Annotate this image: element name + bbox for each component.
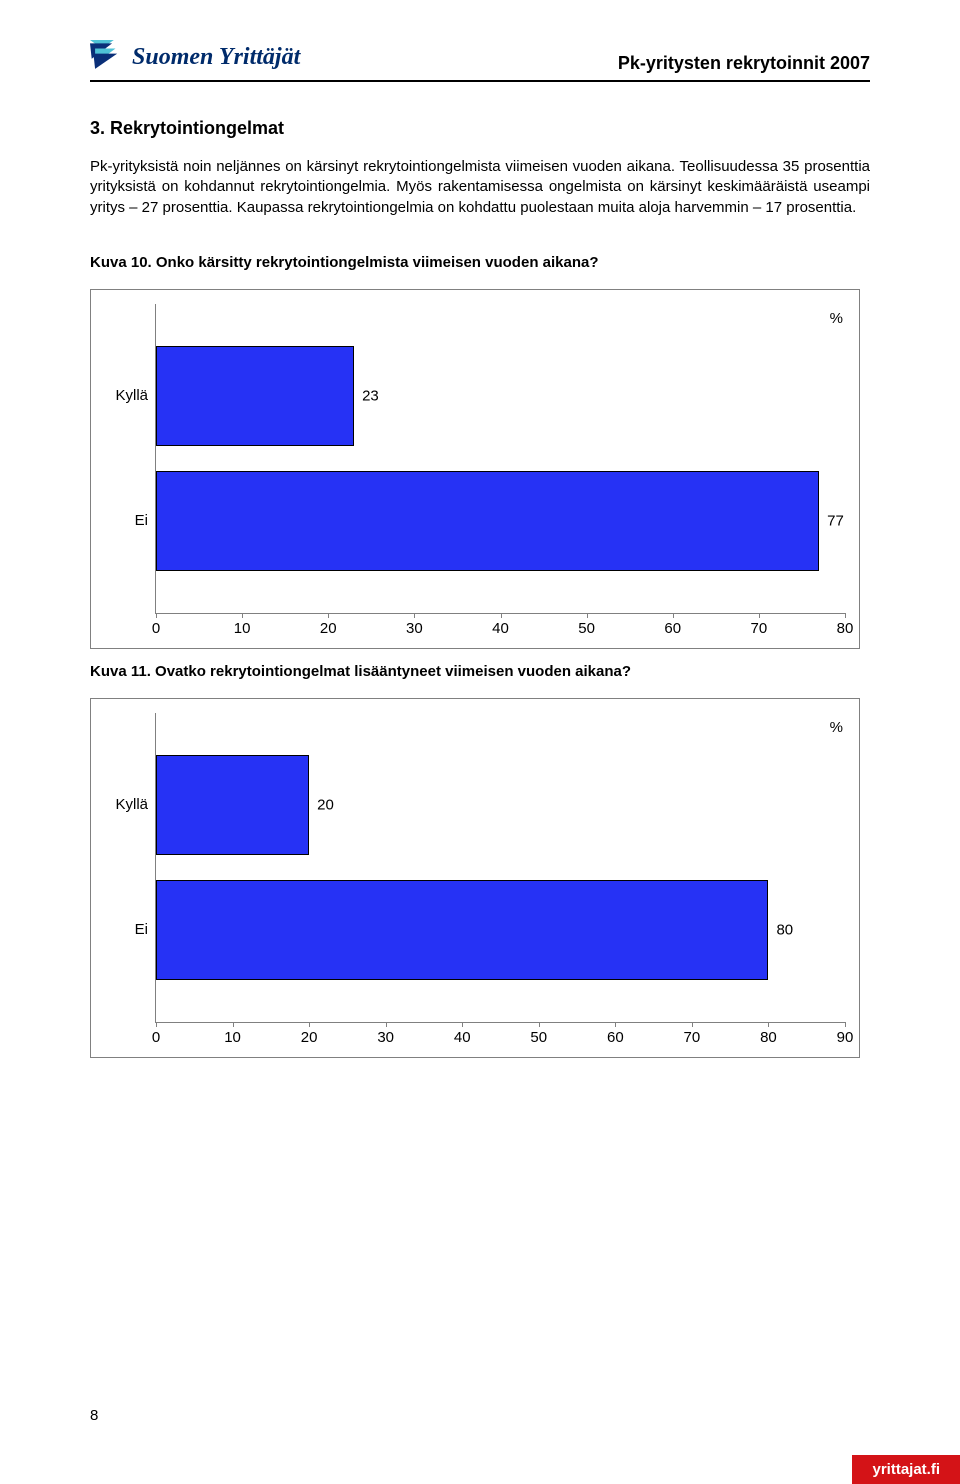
x-tick-mark [845, 613, 846, 618]
x-tick-mark [156, 613, 157, 618]
category-label: Ei [96, 921, 148, 938]
x-tick-label: 20 [301, 1029, 318, 1046]
x-tick-mark [414, 613, 415, 618]
x-tick-label: 0 [152, 1029, 160, 1046]
x-tick-label: 80 [760, 1029, 777, 1046]
x-tick-label: 0 [152, 620, 160, 637]
x-tick-mark [759, 613, 760, 618]
x-tick-label: 50 [530, 1029, 547, 1046]
logo-icon [90, 40, 124, 74]
x-tick-mark [673, 613, 674, 618]
category-label: Ei [96, 512, 148, 529]
bar-value-label: 77 [827, 512, 844, 529]
x-tick-mark [309, 1022, 310, 1027]
page-number: 8 [90, 1407, 98, 1424]
x-tick-label: 20 [320, 620, 337, 637]
x-tick-label: 50 [578, 620, 595, 637]
x-tick-mark [328, 613, 329, 618]
bar-value-label: 23 [362, 388, 379, 405]
logo-text: Suomen Yrittäjät [132, 44, 300, 71]
percent-label: % [830, 719, 843, 736]
chart10-caption: Kuva 10. Onko kärsitty rekrytointiongelm… [90, 254, 870, 271]
x-tick-mark [587, 613, 588, 618]
chart-bar [156, 346, 354, 446]
x-tick-label: 40 [454, 1029, 471, 1046]
x-tick-mark [845, 1022, 846, 1027]
x-tick-label: 60 [607, 1029, 624, 1046]
x-tick-mark [539, 1022, 540, 1027]
x-tick-mark [768, 1022, 769, 1027]
x-tick-mark [501, 613, 502, 618]
logo: Suomen Yrittäjät [90, 40, 300, 74]
chart11-caption: Kuva 11. Ovatko rekrytointiongelmat lisä… [90, 663, 870, 680]
percent-label: % [830, 310, 843, 327]
x-tick-mark [692, 1022, 693, 1027]
x-tick-mark [242, 613, 243, 618]
doc-title: Pk-yritysten rekrytoinnit 2007 [618, 53, 870, 74]
chart-bar [156, 755, 309, 855]
chart10-plot: % 0102030405060708023Kyllä77Ei [155, 304, 845, 614]
x-tick-label: 70 [751, 620, 768, 637]
x-tick-label: 10 [224, 1029, 241, 1046]
chart-bar [156, 471, 819, 571]
category-label: Kyllä [96, 796, 148, 813]
bar-value-label: 20 [317, 797, 334, 814]
x-tick-label: 30 [377, 1029, 394, 1046]
section-heading: 3. Rekrytointiongelmat [90, 118, 870, 139]
x-tick-label: 30 [406, 620, 423, 637]
x-tick-label: 60 [664, 620, 681, 637]
chart10: % 0 10 20 30 40 50 60 70 80 23 Kyllä 77 Ei [90, 289, 860, 649]
bar-value-label: 80 [776, 921, 793, 938]
x-tick-mark [233, 1022, 234, 1027]
x-tick-mark [462, 1022, 463, 1027]
x-tick-label: 70 [684, 1029, 701, 1046]
x-tick-label: 90 [837, 1029, 854, 1046]
x-tick-label: 40 [492, 620, 509, 637]
chart11-plot: % 010203040506070809020Kyllä80Ei [155, 713, 845, 1023]
x-tick-mark [156, 1022, 157, 1027]
x-tick-mark [615, 1022, 616, 1027]
x-tick-label: 80 [837, 620, 854, 637]
header: Suomen Yrittäjät Pk-yritysten rekrytoinn… [90, 40, 870, 82]
x-tick-mark [386, 1022, 387, 1027]
x-tick-label: 10 [234, 620, 251, 637]
category-label: Kyllä [96, 387, 148, 404]
chart11: % 0 10 20 30 40 50 60 70 80 90 20 Kyllä 80 Ei [90, 698, 860, 1058]
section-body: Pk-yrityksistä noin neljännes on kärsiny… [90, 157, 870, 218]
chart-bar [156, 880, 768, 980]
footer-site-badge: yrittajat.fi [852, 1455, 960, 1484]
